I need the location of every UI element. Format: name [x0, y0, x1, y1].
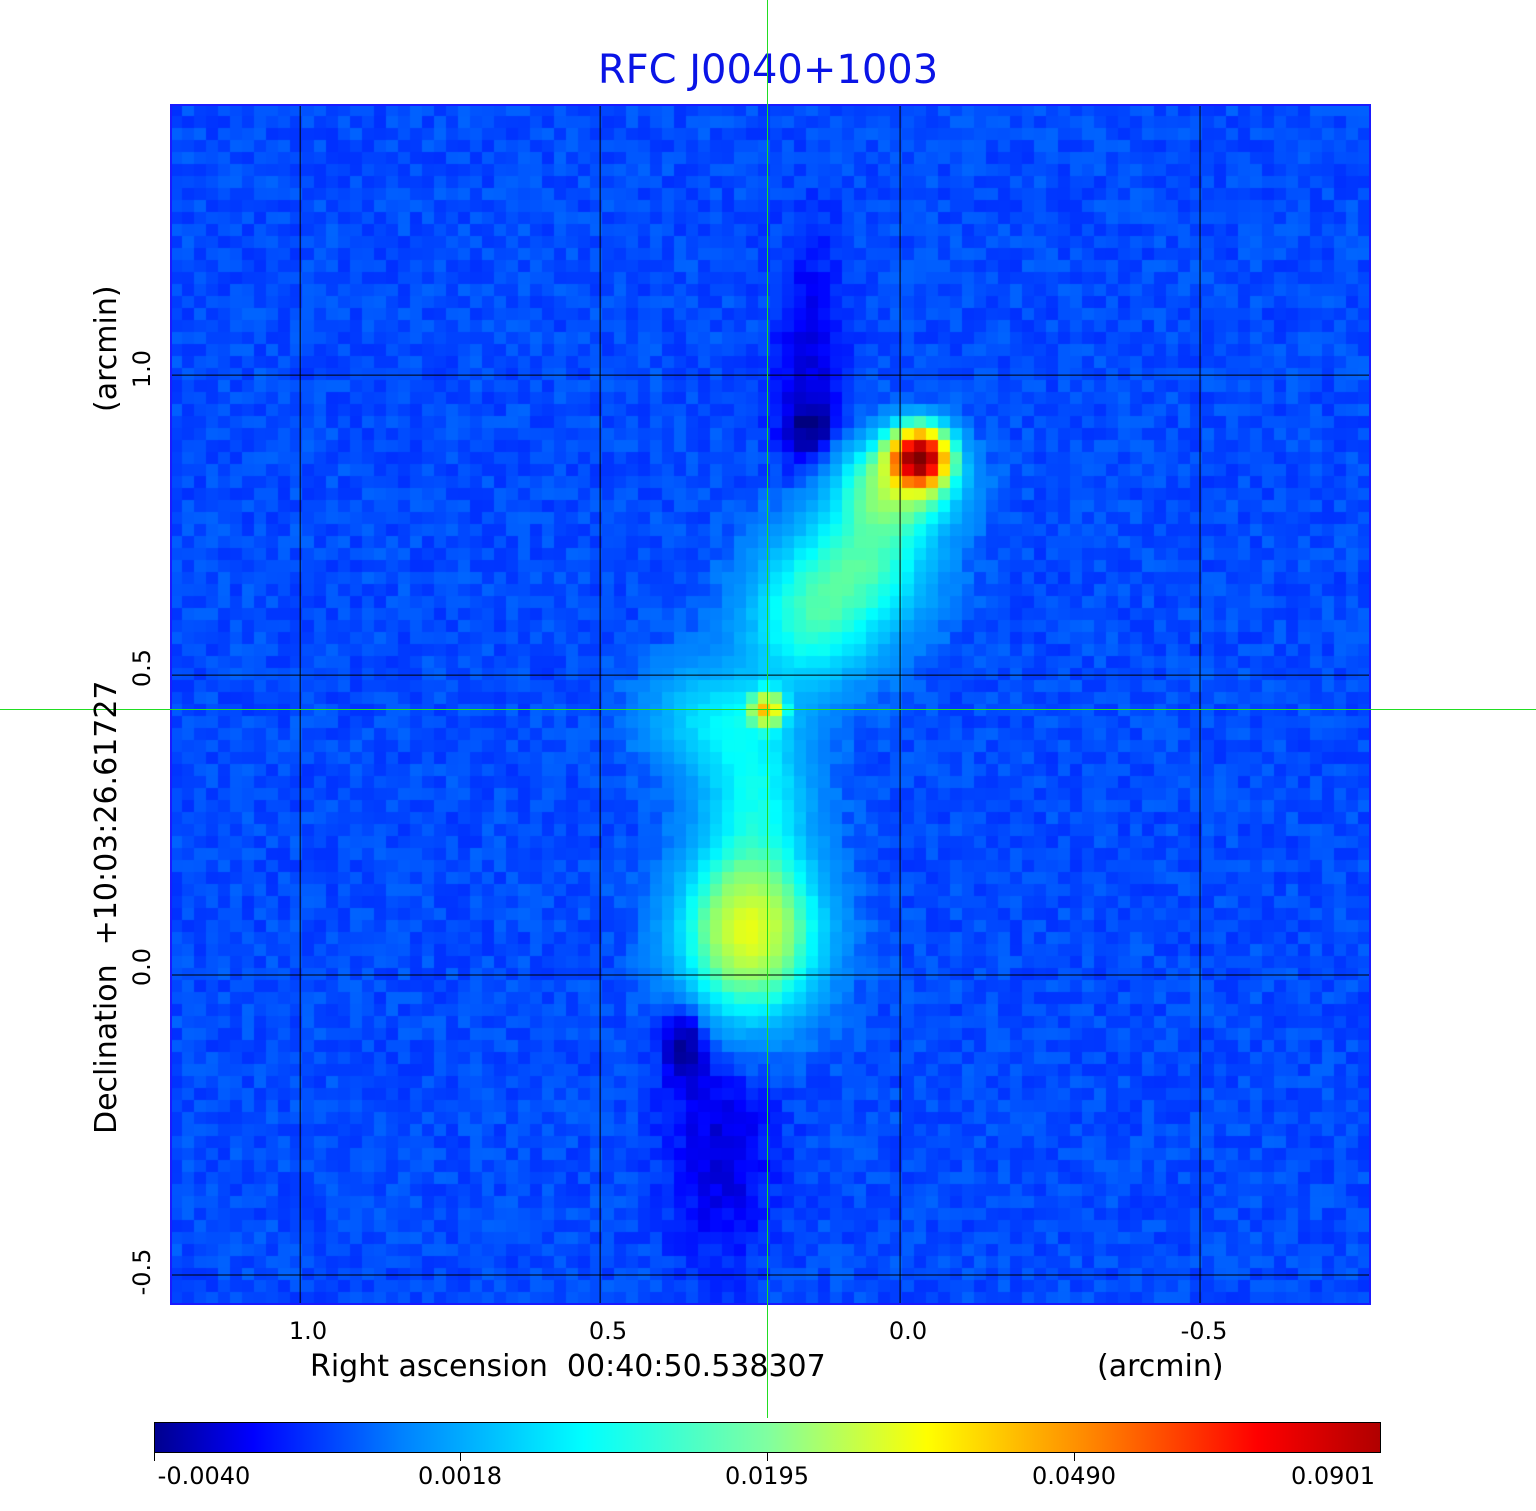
x-tick-label: -0.5 — [1180, 1317, 1228, 1345]
chart-title: RFC J0040+1003 — [597, 47, 939, 93]
x-axis-label: Right ascension 00:40:50.538307 — [310, 1349, 826, 1384]
colorbar-tick-label: 0.0018 — [418, 1462, 502, 1490]
x-tick-label: 0.0 — [888, 1317, 928, 1345]
colorbar-tick-label: 0.0490 — [1032, 1462, 1116, 1490]
colorbar-tick — [1074, 1453, 1075, 1461]
y-tick-label: 0.5 — [127, 648, 156, 688]
colorbar-tick — [154, 1453, 155, 1461]
y-tick-label: -0.5 — [127, 1248, 156, 1296]
coordinate-grid — [170, 104, 1371, 1305]
x-axis-unit: (arcmin) — [1097, 1349, 1224, 1384]
colorbar-tick-label: 0.0901 — [1291, 1462, 1375, 1490]
colorbar — [154, 1422, 1381, 1453]
colorbar-tick — [460, 1453, 461, 1461]
y-tick-label: 1.0 — [127, 349, 156, 389]
colorbar-tick-label: -0.0040 — [157, 1462, 251, 1490]
x-tick-label: 0.5 — [588, 1317, 628, 1345]
y-axis-label: Declination +10:03:26.61727 — [89, 680, 124, 1134]
x-tick-label: 1.0 — [288, 1317, 328, 1345]
crosshair-horizontal — [0, 709, 1536, 710]
y-tick-label: 0.0 — [127, 947, 156, 987]
colorbar-tick — [767, 1453, 768, 1461]
plot-frame — [170, 104, 1371, 1305]
colorbar-tick-label: 0.0195 — [725, 1462, 809, 1490]
heatmap-image — [170, 104, 1371, 1305]
y-axis-unit: (arcmin) — [89, 285, 124, 412]
